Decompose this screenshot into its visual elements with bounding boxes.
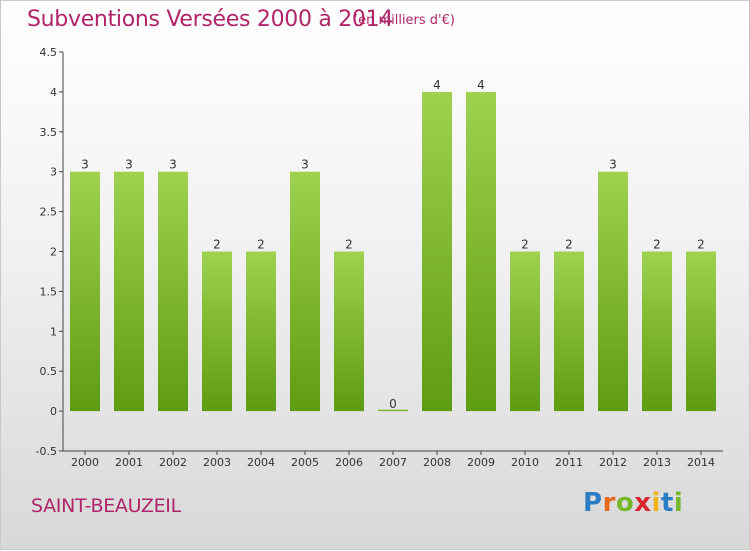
x-tick-label: 2009 xyxy=(467,456,495,469)
bar-value-label: 4 xyxy=(477,78,485,92)
bar xyxy=(466,91,496,412)
x-tick-label: 2011 xyxy=(555,456,583,469)
x-tick-label: 2006 xyxy=(335,456,363,469)
bar-value-label: 3 xyxy=(301,158,309,172)
bar-value-label: 3 xyxy=(125,158,133,172)
y-tick-label: 2 xyxy=(50,246,57,259)
bar xyxy=(510,251,540,412)
x-tick-label: 2000 xyxy=(71,456,99,469)
bar-value-label: 3 xyxy=(81,158,89,172)
bar xyxy=(202,251,232,412)
x-tick-label: 2010 xyxy=(511,456,539,469)
bar-value-label: 2 xyxy=(565,238,573,252)
x-tick-label: 2005 xyxy=(291,456,319,469)
bar xyxy=(686,251,716,412)
bar xyxy=(114,171,144,412)
bar xyxy=(334,251,364,412)
bar xyxy=(70,171,100,412)
x-tick-label: 2002 xyxy=(159,456,187,469)
bar-value-label: 2 xyxy=(345,238,353,252)
bar xyxy=(642,251,672,412)
y-tick-label: 4.5 xyxy=(40,46,58,59)
x-tick-label: 2014 xyxy=(687,456,715,469)
y-tick-label: 2.5 xyxy=(40,206,58,219)
bar xyxy=(290,171,320,412)
place-name: SAINT-BEAUZEIL xyxy=(31,495,181,517)
x-tick-label: 2003 xyxy=(203,456,231,469)
bar xyxy=(246,251,276,412)
bar-value-label: 2 xyxy=(653,238,661,252)
y-tick-label: 3 xyxy=(50,166,57,179)
proxiti-logo: Proxiti xyxy=(583,488,684,518)
bar xyxy=(422,91,452,412)
bar xyxy=(158,171,188,412)
bar-value-label: 0 xyxy=(389,397,397,411)
y-tick-label: 3.5 xyxy=(40,126,58,139)
y-tick-label: 0.5 xyxy=(40,365,58,378)
chart-unit: (en milliers d'€) xyxy=(353,13,455,28)
y-tick-label: 1 xyxy=(50,325,57,338)
x-tick-label: 2004 xyxy=(247,456,275,469)
y-tick-label: -0.5 xyxy=(36,445,57,458)
bar-value-label: 2 xyxy=(697,238,705,252)
bar-value-label: 2 xyxy=(213,238,221,252)
chart-title: Subventions Versées 2000 à 2014 xyxy=(27,7,394,32)
bar xyxy=(554,251,584,412)
bar-value-label: 3 xyxy=(169,158,177,172)
bar-value-label: 2 xyxy=(257,238,265,252)
y-tick-label: 1.5 xyxy=(40,285,58,298)
bar-value-label: 4 xyxy=(433,78,441,92)
y-tick-label: 4 xyxy=(50,86,57,99)
x-tick-label: 2007 xyxy=(379,456,407,469)
x-tick-label: 2008 xyxy=(423,456,451,469)
bar xyxy=(378,409,408,412)
x-tick-label: 2012 xyxy=(599,456,627,469)
bar-value-label: 3 xyxy=(609,158,617,172)
x-tick-label: 2001 xyxy=(115,456,143,469)
bar xyxy=(598,171,628,412)
bar-value-label: 2 xyxy=(521,238,529,252)
x-tick-label: 2013 xyxy=(643,456,671,469)
y-tick-label: 0 xyxy=(50,405,57,418)
